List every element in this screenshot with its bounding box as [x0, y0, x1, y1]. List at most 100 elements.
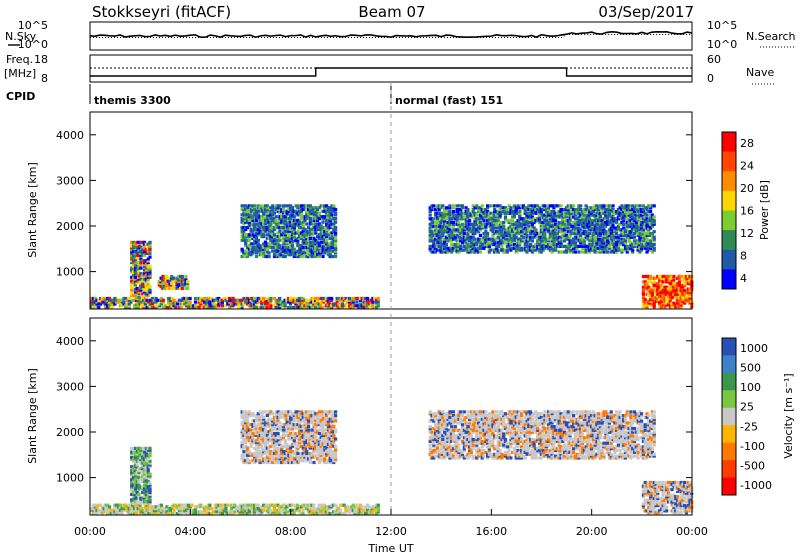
- echo-cell: [491, 239, 495, 243]
- echo-cell: [91, 508, 95, 512]
- echo-cell: [299, 253, 303, 257]
- echo-cell: [475, 204, 479, 208]
- echo-cell: [168, 296, 172, 301]
- echo-cell: [640, 243, 644, 247]
- echo-cell: [491, 226, 495, 230]
- echo-cell: [555, 231, 559, 236]
- echo-cell: [265, 204, 269, 208]
- echo-cell: [349, 507, 353, 511]
- echo-cell: [274, 242, 278, 246]
- echo-cell: [473, 211, 477, 215]
- echo-cell: [319, 236, 323, 240]
- echo-cell: [598, 233, 602, 237]
- echo-cell: [591, 222, 595, 226]
- echo-cell: [263, 300, 267, 304]
- echo-cell: [435, 211, 439, 215]
- echo-cell: [143, 306, 147, 310]
- echo-cell: [305, 302, 309, 306]
- echo-cell: [652, 246, 656, 250]
- echo-cell: [238, 302, 242, 306]
- echo-cell: [623, 246, 628, 250]
- echo-cell: [494, 246, 499, 250]
- echo-cell: [437, 204, 441, 208]
- echo-cell: [611, 222, 615, 226]
- echo-cell: [292, 233, 296, 237]
- echo-cell: [276, 254, 280, 259]
- echo-cell: [310, 240, 314, 244]
- echo-cell: [233, 510, 237, 514]
- echo-cell: [666, 299, 671, 303]
- echo-cell: [245, 507, 250, 511]
- echo-cell: [326, 249, 330, 253]
- echo-cell: [546, 222, 551, 226]
- echo-cell: [265, 507, 269, 511]
- echo-cell: [211, 300, 215, 304]
- echo-cell: [595, 243, 599, 247]
- echo-cell: [625, 213, 629, 217]
- echo-cell: [240, 304, 244, 308]
- echo-cell: [598, 244, 602, 248]
- echo-cell: [208, 304, 212, 308]
- echo-cell: [271, 207, 275, 212]
- echo-cell: [548, 235, 552, 239]
- echo-cell: [600, 206, 604, 210]
- echo-cell: [247, 412, 251, 416]
- freq-tick-top: 18: [34, 53, 48, 66]
- echo-cell: [310, 211, 314, 215]
- echo-cell: [154, 508, 158, 512]
- echo-cell: [360, 304, 364, 308]
- echo-cell: [518, 211, 522, 215]
- echo-cell: [297, 304, 301, 308]
- echo-cell: [177, 306, 181, 310]
- echo-cell: [173, 280, 177, 284]
- echo-cell: [142, 284, 147, 289]
- echo-cell: [244, 213, 248, 217]
- echo-cell: [133, 298, 137, 302]
- echo-cell: [290, 298, 294, 302]
- echo-cell: [245, 426, 250, 430]
- echo-cell: [294, 209, 298, 213]
- echo-cell: [602, 211, 606, 215]
- echo-cell: [334, 249, 338, 253]
- echo-cell: [353, 507, 357, 511]
- echo-cell: [636, 231, 640, 236]
- echo-cell: [466, 237, 470, 241]
- echo-cell: [486, 219, 490, 223]
- echo-cell: [165, 510, 169, 514]
- echo-cell: [591, 231, 595, 236]
- echo-cell: [323, 231, 327, 235]
- echo-cell: [244, 412, 248, 416]
- echo-cell: [139, 478, 143, 482]
- echo-cell: [253, 441, 257, 445]
- echo-cell: [332, 236, 336, 240]
- echo-cell: [349, 306, 353, 310]
- echo-cell: [144, 294, 148, 298]
- echo-cell: [274, 253, 278, 257]
- echo-cell: [135, 490, 139, 495]
- echo-cell: [130, 456, 134, 460]
- echo-cell: [557, 226, 561, 230]
- echo-cell: [331, 302, 336, 306]
- echo-cell: [228, 510, 232, 514]
- echo-cell: [283, 231, 287, 235]
- echo-cell: [262, 448, 266, 452]
- echo-cell: [141, 259, 145, 263]
- echo-cell: [179, 286, 183, 290]
- echo-cell: [171, 286, 176, 290]
- echo-cell: [287, 459, 291, 463]
- echo-cell: [278, 426, 282, 430]
- echo-cell: [213, 306, 217, 310]
- echo-cell: [290, 428, 295, 432]
- echo-cell: [256, 507, 260, 511]
- echo-cell: [602, 246, 606, 250]
- echo-cell: [244, 209, 248, 213]
- echo-cell: [285, 209, 289, 213]
- echo-cell: [135, 459, 139, 463]
- echo-cell: [274, 442, 278, 446]
- echo-cell: [432, 246, 436, 250]
- echo-cell: [247, 459, 251, 463]
- echo-cell: [446, 224, 450, 228]
- echo-cell: [185, 296, 189, 301]
- echo-cell: [253, 222, 257, 226]
- echo-cell: [570, 204, 574, 208]
